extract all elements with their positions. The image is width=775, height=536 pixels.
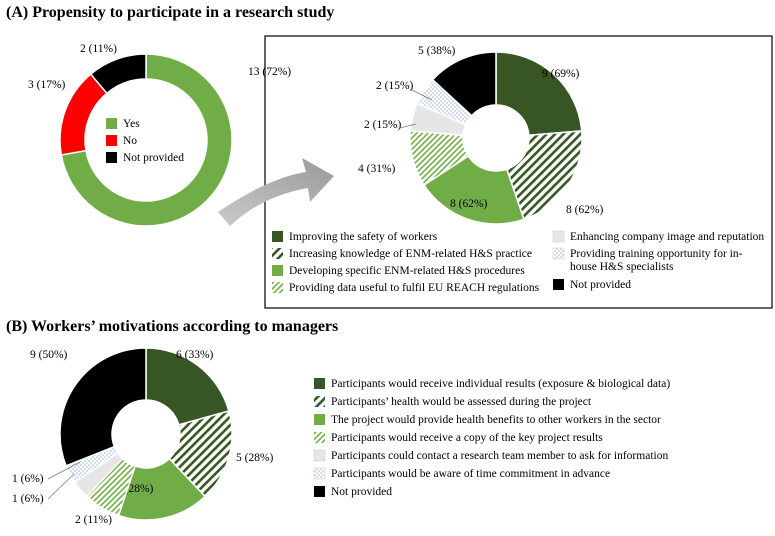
reasons-legend: Improving the safety of workers Increasin… bbox=[272, 230, 764, 294]
legend-label: Improving the safety of workers bbox=[289, 231, 438, 243]
legend-swatch bbox=[314, 378, 325, 389]
donut-slice-not-provided bbox=[431, 51, 497, 117]
slice-data-label: 2 (15%) bbox=[364, 119, 402, 131]
legend-swatch bbox=[106, 118, 117, 129]
legend-swatch bbox=[106, 152, 117, 163]
legend-swatch bbox=[272, 282, 283, 293]
legend-label: Not provided bbox=[331, 486, 392, 498]
legend-label: Providing data useful to fulfil EU REACH… bbox=[289, 282, 540, 294]
legend-swatch bbox=[314, 432, 325, 443]
legend-label: Participants would receive individual re… bbox=[331, 378, 670, 390]
donut-slice-not-provided bbox=[59, 347, 147, 467]
legend-label: Not provided bbox=[570, 279, 631, 291]
motivations-legend: Participants would receive individual re… bbox=[313, 378, 670, 498]
participation-legend: Yes No Not provided bbox=[106, 118, 184, 164]
slice-data-label: 8 (62%) bbox=[566, 204, 604, 216]
legend-swatch bbox=[314, 414, 325, 425]
slice-data-label: 1 (6%) bbox=[12, 493, 44, 505]
legend-swatch bbox=[313, 467, 326, 480]
legend-swatch bbox=[314, 396, 325, 407]
legend-label: house H&S specialists bbox=[570, 261, 674, 273]
slice-data-label: 2 (11%) bbox=[75, 514, 112, 526]
legend-label: No bbox=[123, 135, 137, 147]
leader-line bbox=[399, 123, 417, 129]
slice-data-label: 6 (33%) bbox=[176, 349, 214, 361]
legend-swatch bbox=[553, 279, 564, 290]
donut-slice-not-provided bbox=[89, 53, 147, 95]
legend-swatch bbox=[272, 265, 283, 276]
legend-swatch bbox=[272, 231, 283, 242]
transition-arrow bbox=[218, 158, 334, 226]
legend-swatch bbox=[272, 248, 283, 259]
legend-label: Providing training opportunity for in- bbox=[570, 248, 743, 260]
legend-label: Developing specific ENM-related H&S proc… bbox=[289, 265, 525, 277]
slice-data-label: 13 (72%) bbox=[248, 66, 291, 78]
slice-data-label: 9 (69%) bbox=[542, 68, 580, 80]
donut-slice-participants-would-receive-individual-re bbox=[145, 347, 230, 426]
donut-slice-yes bbox=[60, 53, 233, 227]
legend-swatch bbox=[552, 230, 565, 243]
legend-label: Participants’ health would be assessed d… bbox=[331, 396, 592, 408]
legend-label: Increasing knowledge of ENM-related H&S … bbox=[289, 248, 532, 260]
slice-data-label: 8 (62%) bbox=[450, 198, 488, 210]
legend-label: The project would provide health benefit… bbox=[331, 414, 661, 426]
legend-swatch bbox=[552, 247, 565, 260]
donut-slice-improving-the-safety-of-workers bbox=[495, 51, 583, 137]
slice-data-label: 1 (6%) bbox=[12, 473, 44, 485]
slice-data-label: 4 (31%) bbox=[358, 163, 396, 175]
slice-data-label: 3 (17%) bbox=[28, 79, 66, 91]
panel-b-title: (B) Workers’ motivations according to ma… bbox=[6, 318, 338, 335]
leader-line bbox=[409, 88, 433, 101]
slice-data-label: 9 (50%) bbox=[30, 349, 68, 361]
motivations-donut-chart: 6 (33%)5 (28%)5 (28%)2 (11%)1 (6%)1 (6%)… bbox=[12, 347, 274, 526]
donut-slice-increasing-knowledge-of-enm-related-h-s- bbox=[505, 130, 583, 221]
legend-swatch bbox=[314, 486, 325, 497]
donut-slice-developing-specific-enm-related-h-s-proc bbox=[422, 155, 525, 225]
slice-data-label: 5 (38%) bbox=[418, 45, 456, 57]
donut-slice-the-project-would-provide-health-benefit bbox=[117, 457, 207, 521]
legend-label: Participants would receive a copy of the… bbox=[331, 432, 603, 444]
legend-label: Yes bbox=[123, 118, 140, 130]
legend-label: Not provided bbox=[123, 152, 184, 164]
legend-swatch bbox=[313, 449, 326, 462]
reasons-panel-frame bbox=[264, 35, 773, 309]
slice-data-label: 2 (15%) bbox=[376, 80, 414, 92]
reasons-donut-chart: 9 (69%) 8 (62%) 8 (62%) 4 (31%) 2 (15%) 2 (15… bbox=[358, 45, 604, 225]
slice-data-label: 2 (11%) bbox=[80, 43, 117, 55]
leader-line bbox=[47, 461, 81, 480]
legend-swatch bbox=[106, 135, 117, 146]
leader-line bbox=[47, 473, 75, 500]
donut-slice-no bbox=[59, 73, 108, 156]
participation-donut-chart: 13 (72%) 3 (17%) 2 (11%) bbox=[28, 43, 291, 227]
panel-a-title: (A) Propensity to participate in a resea… bbox=[6, 4, 334, 21]
legend-label: Enhancing company image and reputation bbox=[570, 231, 764, 243]
slice-data-label: 5 (28%) bbox=[236, 452, 274, 464]
legend-label: Participants could contact a research te… bbox=[331, 450, 668, 462]
legend-label: Participants would be aware of time comm… bbox=[331, 468, 610, 480]
